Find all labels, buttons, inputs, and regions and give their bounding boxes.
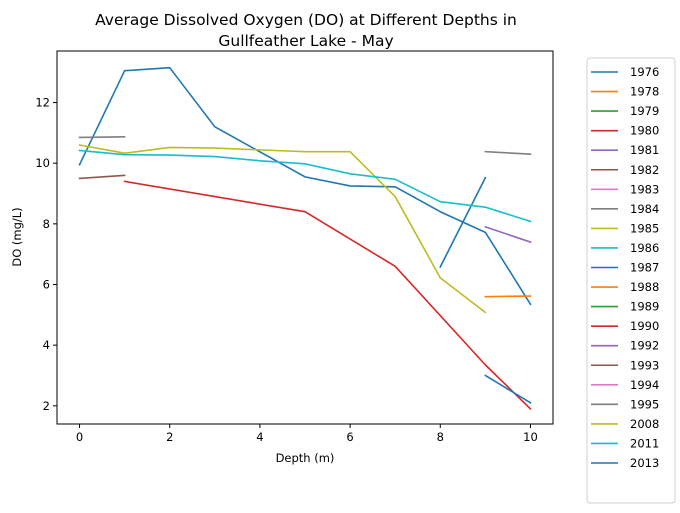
legend-label-1981: 1981 bbox=[630, 143, 659, 157]
legend-label-1993: 1993 bbox=[630, 358, 659, 372]
legend: 1976 1978 1979 1980 1981 1982 1983 1984 1985 1986… bbox=[586, 57, 676, 504]
legend-label-2013: 2013 bbox=[630, 456, 659, 470]
y-axis-ticks: 2 4 6 8 10 12 bbox=[35, 96, 57, 413]
x-tick-label: 10 bbox=[523, 430, 538, 444]
x-tick-label: 4 bbox=[256, 430, 263, 444]
series-line-1984 bbox=[78, 136, 126, 139]
legend-label-1985: 1985 bbox=[630, 221, 659, 235]
y-axis-label: DO (mg/L) bbox=[10, 207, 24, 266]
y-tick-label: 2 bbox=[43, 399, 50, 413]
series-line-2008 bbox=[78, 144, 487, 314]
series-line-1995 bbox=[484, 150, 532, 155]
legend-label-1986: 1986 bbox=[630, 241, 659, 255]
y-tick-label: 12 bbox=[35, 96, 50, 110]
y-tick-label: 6 bbox=[43, 278, 50, 292]
series-line-1988 bbox=[484, 295, 532, 298]
series-line-1990 bbox=[123, 180, 532, 410]
y-tick-label: 8 bbox=[43, 217, 50, 231]
legend-label-1983: 1983 bbox=[630, 182, 659, 196]
x-axis-ticks: 0 2 4 6 8 10 bbox=[76, 424, 538, 444]
legend-label-1976: 1976 bbox=[630, 65, 659, 79]
chart-title-line1: Average Dissolved Oxygen (DO) at Differe… bbox=[95, 11, 517, 29]
x-tick-label: 0 bbox=[76, 430, 83, 444]
legend-label-1984: 1984 bbox=[630, 202, 659, 216]
legend-items: 1976 1978 1979 1980 1981 1982 1983 1984 1985 1986… bbox=[591, 65, 659, 470]
series-layer bbox=[78, 66, 532, 410]
series-line-2011 bbox=[78, 149, 532, 223]
y-tick-label: 4 bbox=[43, 338, 50, 352]
legend-label-1978: 1978 bbox=[630, 85, 659, 99]
x-tick-label: 8 bbox=[437, 430, 444, 444]
series-line-1987 bbox=[439, 176, 487, 268]
x-tick-label: 2 bbox=[166, 430, 173, 444]
plot-frame bbox=[56, 50, 554, 425]
x-tick-label: 6 bbox=[346, 430, 353, 444]
x-axis-label: Depth (m) bbox=[276, 451, 335, 465]
series-line-1981 bbox=[484, 225, 532, 244]
legend-label-2011: 2011 bbox=[630, 436, 659, 450]
y-tick-label: 10 bbox=[35, 156, 50, 170]
legend-label-1987: 1987 bbox=[630, 261, 659, 275]
legend-label-2008: 2008 bbox=[630, 417, 659, 431]
legend-label-1979: 1979 bbox=[630, 104, 659, 118]
legend-label-1994: 1994 bbox=[630, 378, 659, 392]
series-line-1982 bbox=[78, 174, 126, 180]
legend-label-1995: 1995 bbox=[630, 397, 659, 411]
legend-label-1980: 1980 bbox=[630, 124, 659, 138]
legend-label-1990: 1990 bbox=[630, 319, 659, 333]
chart-title-line2: Gullfeather Lake - May bbox=[218, 32, 393, 50]
series-line-2013 bbox=[484, 374, 532, 404]
legend-label-1982: 1982 bbox=[630, 163, 659, 177]
legend-label-1989: 1989 bbox=[630, 300, 659, 314]
legend-label-1988: 1988 bbox=[630, 280, 659, 294]
legend-label-1992: 1992 bbox=[630, 339, 659, 353]
